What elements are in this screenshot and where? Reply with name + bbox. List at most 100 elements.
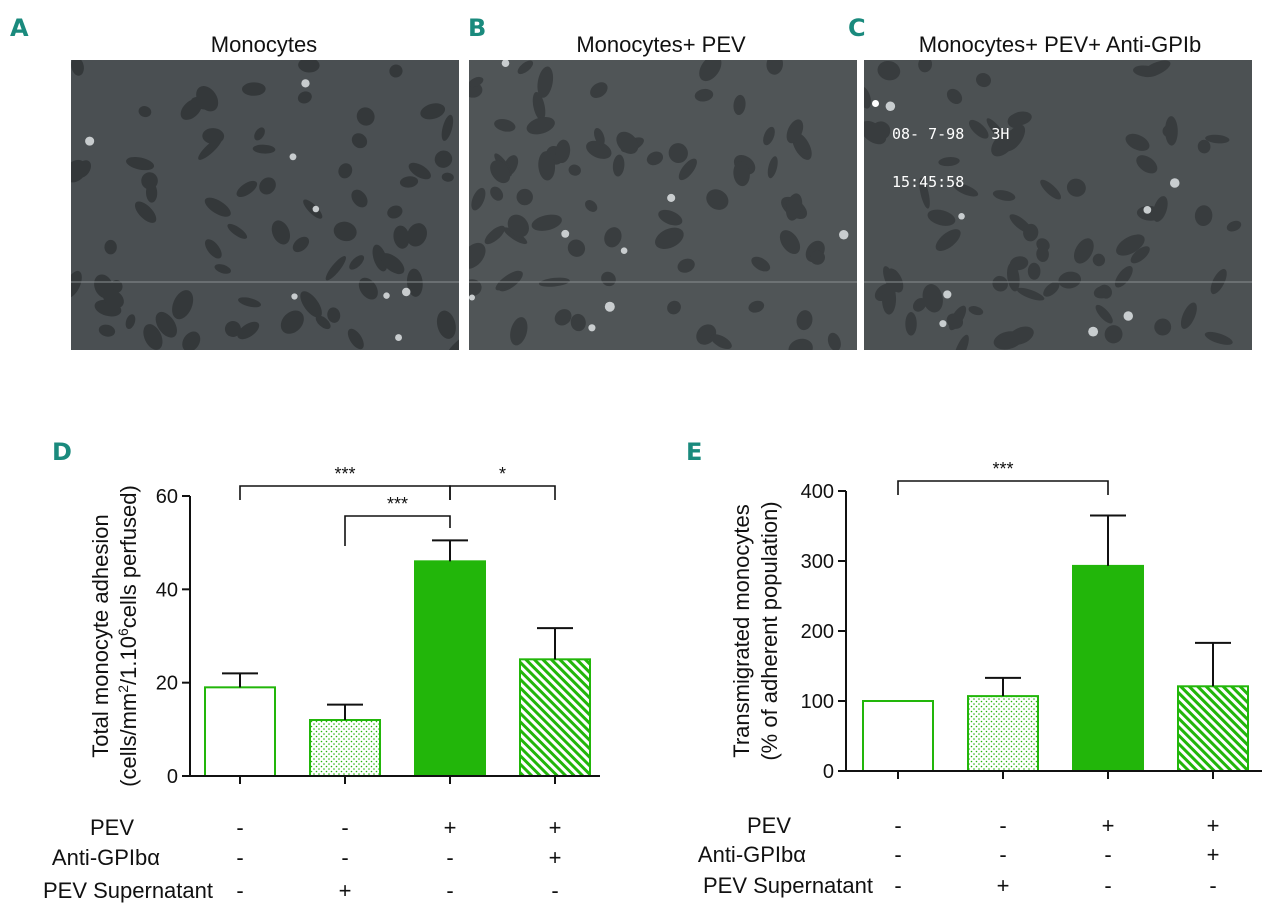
cell-shape [1095,304,1113,324]
cell-shape [471,187,486,211]
cell-shape [214,264,231,274]
cell-shape [767,156,778,179]
cell-shape [766,60,783,75]
cell-shape [594,128,605,146]
cell-shape [733,94,746,116]
bright-cell [943,290,952,299]
cell-shape [1116,234,1145,256]
condition-sign: - [236,845,243,870]
cell-shape [254,127,265,141]
condition-sign: - [1104,873,1111,898]
bright-cell [1088,326,1099,337]
cell-shape [238,297,262,308]
cell-shape [182,331,201,350]
cell-shape [567,239,586,257]
cell-shape [864,120,887,145]
cell-shape [356,107,375,126]
cell-shape [202,128,225,145]
cell-shape [75,160,92,178]
condition-sign: + [549,815,562,840]
cell-shape [103,289,124,309]
cell-shape [992,275,1008,292]
cell-shape [327,307,341,323]
cell-shape [590,82,608,98]
cell-shape [387,205,403,219]
cell-shape [351,189,368,208]
timestamp-line-2: 15:45:58 [892,173,965,191]
bar-1 [862,700,934,772]
cell-shape [526,117,555,135]
cell-shape [1136,155,1158,174]
panel-c-title: Monocytes+ PEV+ Anti-GPIb [918,32,1202,57]
micrograph-a [71,60,459,350]
panel-letter-c: C [848,14,866,42]
cell-shape [436,310,456,339]
bright-cell [958,212,965,220]
video-timestamp: 08- 7-98 3H 15:45:58 [892,94,1009,222]
cell-shape [601,271,616,287]
bright-cell [289,153,297,161]
bright-cell [1169,178,1180,188]
bright-cell [395,334,403,341]
cell-shape [604,227,622,248]
cell-shape [494,119,516,132]
condition-sign: - [236,815,243,840]
cell-shape [786,119,804,144]
y-tick-label: 20 [156,673,178,695]
cell-shape [1180,302,1197,329]
panel-letter-a: A [10,14,29,42]
cell-shape [953,183,979,197]
condition-sign: + [997,873,1010,898]
cell-shape [380,253,405,275]
condition-sign: - [894,842,901,867]
cell-shape [946,88,963,105]
cell-shape [1132,65,1159,77]
cell-shape [71,270,82,298]
cell-shape [333,221,357,242]
cell-shape [953,334,969,350]
bright-cell [401,287,411,297]
y-axis-label-line-1: Total monocyte adhesion [88,514,113,757]
cell-shape [469,82,483,98]
bar-4 [1177,685,1249,772]
condition-sign: + [339,878,352,903]
y-tick-label: 100 [801,691,834,713]
significance-label-1: *** [334,464,355,484]
cell-shape [469,279,482,297]
y-tick-label: 300 [801,551,834,573]
cell-shape [399,176,419,188]
cell-shape [141,172,158,190]
cell-shape [570,313,586,332]
cell-shape [1027,262,1041,280]
timestamp-line-1: 08- 7-98 3H [892,125,1010,143]
condition-label-3: PEV Supernatant [43,878,213,903]
cell-shape [554,309,572,326]
cell-shape [1036,246,1049,262]
y-label-text: (cells/mm [116,693,141,787]
micrograph-c-texture [864,60,1252,350]
cell-shape [1073,238,1094,264]
cell-shape [104,239,117,255]
cell-shape [1006,262,1020,292]
cell-shape [919,177,930,209]
cell-shape [763,126,775,146]
cell-shape [1204,331,1233,345]
cell-shape [280,310,304,334]
bright-cell [620,247,628,255]
panel-letter-d: D [52,438,72,466]
bright-cell [1143,206,1152,214]
cell-shape [968,119,989,139]
cell-shape [180,98,202,120]
cell-shape [993,331,1023,350]
cell-shape [444,336,459,350]
y-label-text: /1.10 [116,636,141,685]
cell-shape [827,332,841,350]
cell-shape [616,131,639,154]
cell-shape [912,297,927,312]
bright-cell [839,230,849,240]
significance-label-1: *** [992,459,1013,479]
bar-3 [414,560,486,777]
condition-sign: - [446,845,453,870]
panel-letter-e: E [686,438,702,466]
